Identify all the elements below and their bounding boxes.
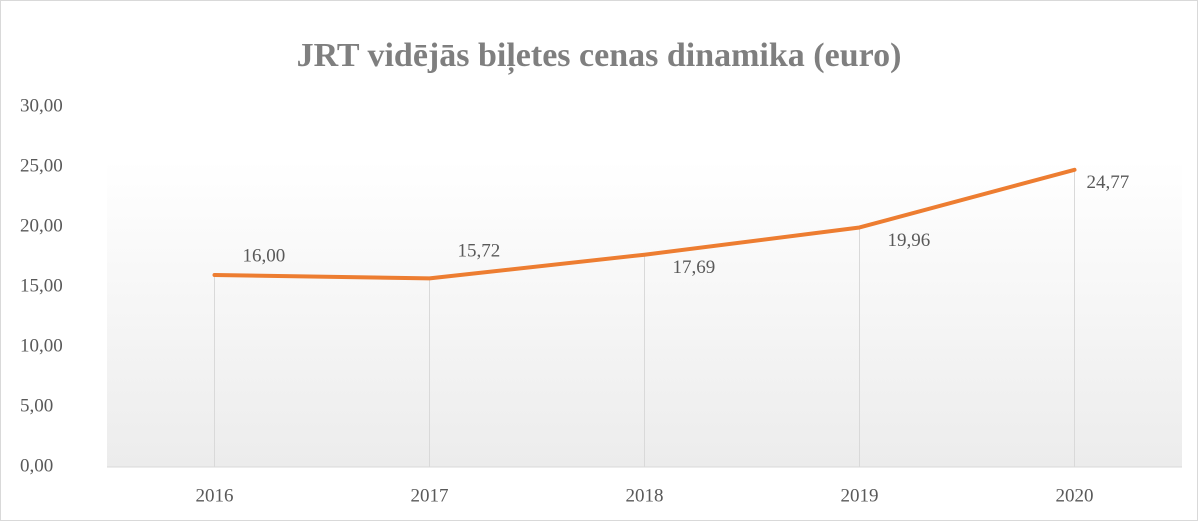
data-label: 24,77 [1087, 172, 1130, 193]
x-tick-label: 2018 [626, 485, 664, 506]
series-line [212, 167, 1077, 281]
y-tick-label: 5,00 [20, 395, 53, 416]
x-tick-label: 2019 [841, 485, 879, 506]
y-tick-label: 20,00 [20, 215, 63, 236]
x-tick-label: 2020 [1056, 485, 1094, 506]
y-tick-label: 30,00 [20, 95, 63, 116]
data-label: 15,72 [458, 241, 501, 262]
y-tick-label: 25,00 [20, 155, 63, 176]
y-tick-label: 0,00 [20, 455, 53, 476]
data-label: 16,00 [243, 245, 286, 266]
x-tick-label: 2016 [196, 485, 234, 506]
y-tick-label: 15,00 [20, 275, 63, 296]
chart-title: JRT vidējās biļetes cenas dinamika (euro… [297, 37, 902, 75]
data-label: 19,96 [888, 230, 931, 251]
data-label: 17,69 [673, 257, 716, 278]
x-tick-label: 2017 [411, 485, 449, 506]
y-tick-label: 10,00 [20, 335, 63, 356]
